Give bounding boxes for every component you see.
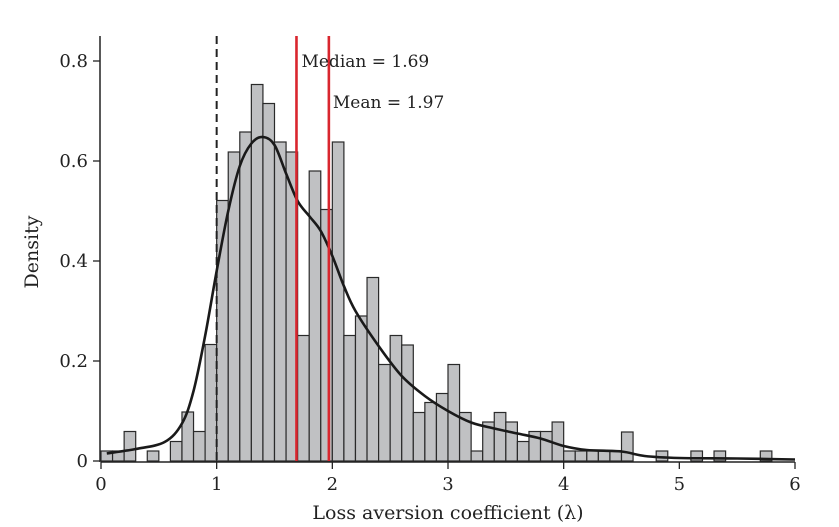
- histogram-bar: [620, 431, 634, 462]
- histogram-bar: [563, 450, 576, 462]
- histogram-bars: [100, 83, 773, 462]
- histogram-bar: [412, 411, 426, 462]
- x-tick-label: 4: [558, 474, 569, 495]
- y-tick-label: 0.8: [59, 51, 88, 72]
- x-tick-label: 5: [674, 474, 685, 495]
- x-tick-label: 6: [789, 474, 800, 495]
- median-label: Median = 1.69: [301, 52, 429, 72]
- histogram-bar: [713, 450, 727, 462]
- histogram-bar: [458, 411, 472, 462]
- histogram-bar: [331, 141, 345, 462]
- histogram-bar: [424, 401, 438, 462]
- histogram-bar: [516, 440, 530, 462]
- histogram-bar: [470, 450, 484, 462]
- mean-label: Mean = 1.97: [333, 93, 444, 113]
- histogram-bar: [123, 430, 137, 462]
- y-axis-label: Density: [21, 215, 43, 288]
- axes: 0 1 2 3 4 5 6 0 0.2 0.4 0.6 0.8: [59, 36, 801, 495]
- histogram-bar: [297, 334, 310, 462]
- y-tick-label: 0.6: [59, 151, 88, 172]
- histogram-bar: [586, 450, 599, 462]
- y-tick-label: 0: [77, 451, 88, 472]
- x-tick-label: 2: [327, 474, 338, 495]
- histogram-bar: [597, 450, 611, 462]
- histogram-bar: [308, 170, 322, 462]
- histogram-bar: [192, 430, 206, 462]
- histogram-bar: [389, 334, 403, 462]
- histogram-bar: [401, 344, 414, 462]
- histogram-bar: [551, 421, 565, 462]
- histogram-bar: [354, 315, 368, 462]
- x-axis-label: Loss aversion coefficient (λ): [312, 502, 583, 524]
- histogram-bar: [759, 450, 773, 462]
- histogram-bar: [505, 421, 519, 462]
- histogram-bar: [343, 334, 357, 462]
- histogram-bar: [574, 450, 588, 462]
- histogram-bar: [539, 430, 553, 462]
- histogram-bar: [169, 440, 183, 462]
- histogram-bar: [493, 411, 507, 462]
- x-tick-label: 0: [95, 474, 106, 495]
- histogram-bar: [204, 343, 218, 462]
- histogram-bar: [378, 363, 391, 462]
- x-tick-label: 1: [211, 474, 222, 495]
- y-tick-label: 0.2: [59, 351, 88, 372]
- histogram-bar: [146, 450, 160, 462]
- histogram-bar: [273, 141, 287, 462]
- histogram-bar: [239, 131, 252, 462]
- kde-curve: [106, 135, 796, 461]
- histogram-bar: [262, 102, 276, 462]
- histogram-bar: [366, 276, 380, 462]
- x-tick-label: 3: [442, 474, 453, 495]
- histogram-bar: [320, 208, 333, 462]
- y-tick-label: 0.4: [59, 251, 88, 272]
- histogram-bar: [690, 450, 704, 462]
